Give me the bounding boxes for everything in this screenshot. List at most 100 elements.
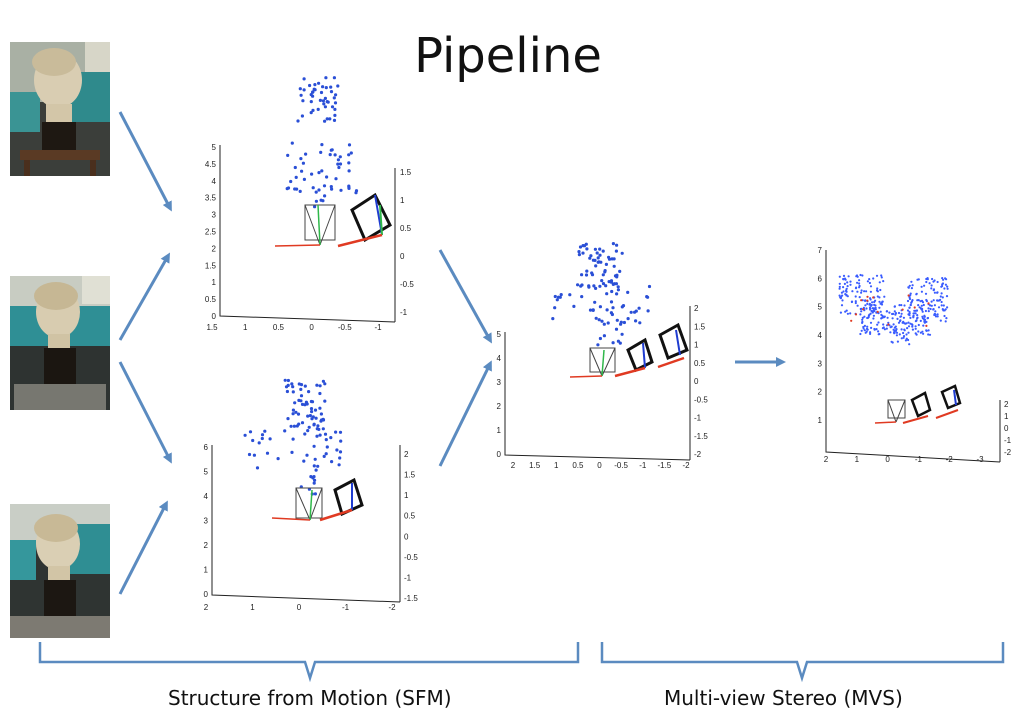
point-cloud-point — [841, 299, 844, 302]
point-cloud-point — [594, 316, 598, 320]
point-cloud-point — [932, 299, 935, 302]
point-cloud-point — [842, 290, 845, 293]
point-cloud-point — [856, 281, 859, 284]
point-cloud-point — [864, 299, 867, 302]
point-cloud-point — [597, 260, 601, 264]
point-cloud-point — [333, 153, 337, 157]
point-cloud-point — [332, 96, 336, 100]
point-cloud-point — [276, 457, 280, 461]
point-cloud-point — [314, 199, 318, 203]
point-cloud-point — [298, 87, 302, 91]
point-cloud-point — [614, 249, 619, 253]
point-cloud-point — [335, 448, 339, 452]
point-cloud-point — [619, 320, 623, 324]
point-cloud-point — [843, 282, 847, 285]
point-cloud-point — [551, 317, 555, 321]
point-cloud-point — [309, 100, 313, 104]
point-cloud-point — [347, 143, 352, 147]
point-cloud-point — [292, 424, 296, 428]
point-cloud-point — [866, 302, 869, 305]
point-cloud-point — [602, 334, 607, 338]
point-cloud-point — [314, 468, 318, 472]
y-tick-label: 1.5 — [205, 261, 217, 270]
z-tick-label: -2 — [1004, 448, 1012, 457]
camera-frustum — [271, 487, 323, 521]
point-cloud-point — [577, 250, 581, 254]
x-tick-label: 1 — [250, 603, 255, 612]
statue-photo-icon — [10, 276, 110, 410]
point-cloud-point — [601, 273, 605, 277]
point-cloud-point — [310, 172, 314, 176]
point-cloud-point — [616, 285, 620, 289]
point-cloud-point — [611, 282, 615, 286]
point-cloud-point — [898, 320, 902, 323]
point-cloud-point — [289, 424, 293, 428]
point-cloud-point — [252, 453, 256, 457]
arrow-photo2-to-top — [118, 252, 170, 341]
point-cloud-point — [320, 143, 324, 147]
point-cloud-point — [312, 444, 316, 448]
point-cloud-point — [925, 298, 928, 302]
point-cloud-point — [329, 85, 333, 89]
point-cloud-point — [247, 452, 252, 457]
point-cloud-point — [610, 289, 614, 294]
point-cloud-point — [615, 273, 619, 277]
point-cloud-point — [306, 414, 310, 418]
point-cloud-point — [869, 331, 872, 334]
point-cloud-point — [872, 314, 876, 317]
point-cloud-point — [312, 481, 316, 485]
arrow-top-to-merged — [438, 249, 492, 344]
point-cloud-point — [907, 313, 910, 316]
point-cloud-point — [929, 304, 932, 307]
point-cloud-point — [337, 463, 341, 467]
point-cloud-point — [875, 289, 879, 292]
z-tick-label: -1 — [400, 308, 408, 317]
point-cloud-point — [917, 323, 920, 327]
x-tick-label: -2 — [946, 455, 954, 464]
point-cloud-point — [293, 187, 297, 191]
point-cloud-point — [919, 331, 923, 334]
point-cloud-point — [864, 331, 867, 334]
z-tick-label: 2 — [1004, 400, 1009, 409]
point-cloud-point — [870, 326, 873, 329]
point-cloud-point — [869, 308, 872, 311]
point-cloud-point — [311, 415, 315, 419]
point-cloud-point — [318, 406, 322, 410]
point-cloud-point — [908, 284, 911, 287]
point-cloud-point — [322, 102, 326, 106]
point-cloud-point — [889, 326, 892, 329]
z-tick-label: 1.5 — [404, 471, 416, 480]
point-cloud-point — [347, 161, 351, 165]
point-cloud-point — [894, 312, 898, 315]
z-tick-label: -1 — [404, 573, 412, 582]
point-cloud-point — [312, 87, 316, 91]
point-cloud-point — [329, 436, 333, 440]
x-tick-label: 2 — [824, 455, 829, 464]
point-cloud-point — [839, 297, 843, 300]
point-cloud-point — [930, 284, 933, 287]
point-cloud-point — [332, 118, 337, 122]
point-cloud-point — [942, 304, 945, 307]
point-cloud-point — [638, 321, 642, 325]
point-cloud-point — [322, 184, 327, 188]
point-cloud-point — [893, 310, 896, 313]
point-cloud-point — [646, 309, 650, 313]
point-cloud-point — [296, 412, 301, 416]
point-cloud-point — [860, 289, 863, 292]
point-cloud-point — [311, 186, 315, 190]
point-cloud-point — [929, 307, 932, 311]
z-tick-label: 0 — [694, 377, 699, 386]
point-cloud-point — [290, 450, 294, 454]
point-cloud-point — [858, 296, 861, 299]
point-cloud-point — [945, 278, 948, 281]
point-cloud-point — [911, 328, 915, 331]
point-cloud-point — [338, 450, 343, 454]
point-cloud-point — [291, 385, 295, 389]
point-cloud-point — [859, 273, 862, 277]
point-cloud-point — [301, 99, 305, 103]
point-cloud-point — [323, 194, 327, 198]
y-tick-label: 3 — [497, 378, 502, 387]
y-tick-label: 4 — [212, 177, 217, 186]
point-cloud-point — [866, 325, 869, 328]
camera-frustum — [274, 204, 336, 247]
